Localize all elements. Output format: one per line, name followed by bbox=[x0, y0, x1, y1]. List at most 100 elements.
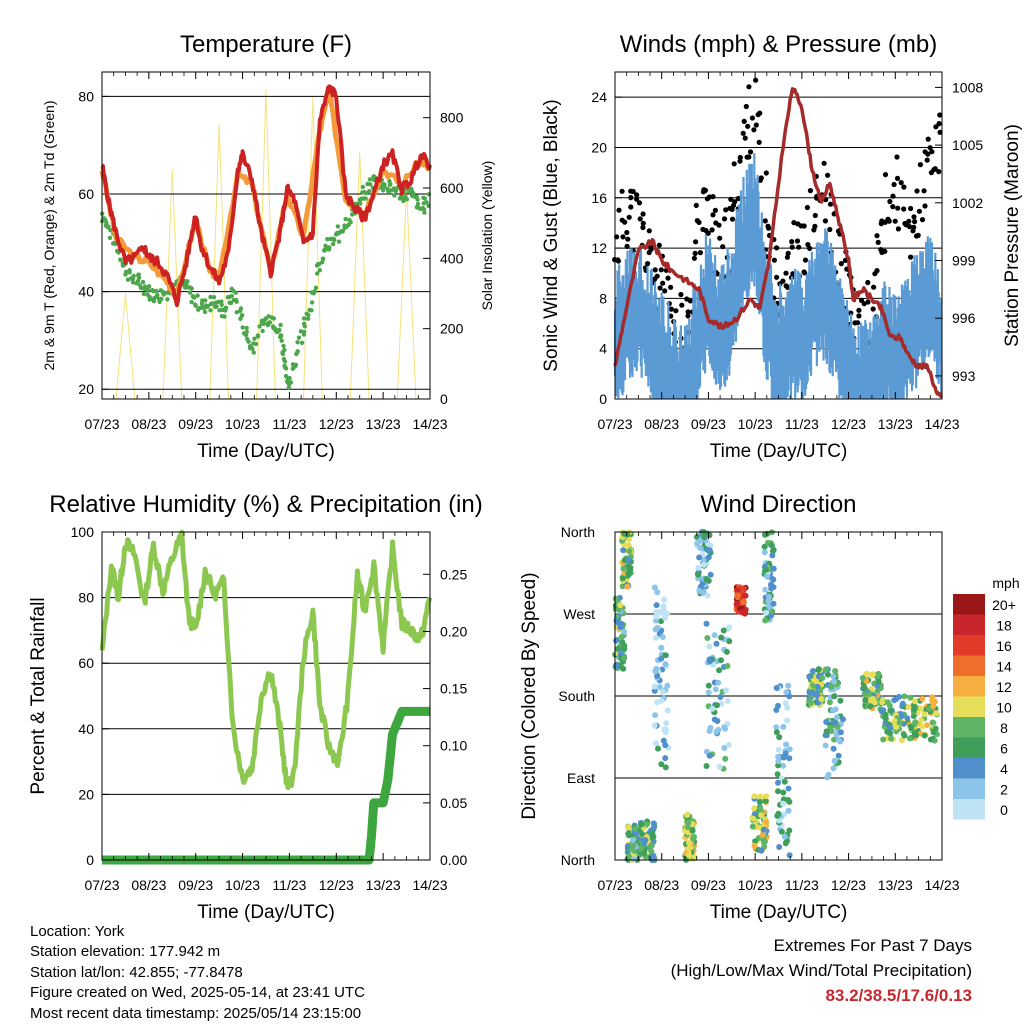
direction-point bbox=[661, 596, 668, 603]
gust-point bbox=[911, 224, 917, 230]
y-tick-label: East bbox=[567, 770, 595, 786]
gust-point bbox=[912, 219, 918, 225]
x-tick-label: 11/23 bbox=[785, 416, 819, 432]
temp-2m-line bbox=[100, 84, 432, 308]
gust-point bbox=[914, 188, 920, 194]
gust-point bbox=[696, 219, 702, 225]
gust-point bbox=[902, 220, 908, 227]
dewpoint-point bbox=[238, 316, 243, 321]
gust-point bbox=[774, 274, 780, 280]
dewpoint-point bbox=[208, 308, 213, 313]
direction-point bbox=[654, 624, 661, 631]
wind-xlabel: Time (Day/UTC) bbox=[710, 441, 848, 462]
direction-point bbox=[776, 817, 783, 824]
gust-point bbox=[865, 299, 871, 305]
gust-point bbox=[822, 218, 829, 224]
gust-point bbox=[917, 162, 924, 168]
gust-point bbox=[886, 218, 892, 224]
gust-point bbox=[794, 238, 801, 244]
y-tick-label: 20 bbox=[591, 139, 607, 155]
dewpoint-point bbox=[214, 304, 219, 309]
direction-point bbox=[931, 698, 938, 705]
dewpoint-point bbox=[283, 366, 289, 371]
direction-point bbox=[827, 724, 834, 731]
direction-point bbox=[831, 678, 837, 685]
direction-point bbox=[625, 564, 632, 570]
dewpoint-point bbox=[244, 325, 249, 331]
direction-point bbox=[762, 797, 769, 804]
direction-point bbox=[901, 693, 908, 700]
gust-point bbox=[732, 199, 738, 205]
dewpoint-point bbox=[309, 300, 315, 305]
direction-point bbox=[818, 696, 825, 702]
direction-point bbox=[929, 694, 936, 701]
direction-point bbox=[696, 587, 703, 594]
y2-tick-label: 996 bbox=[952, 310, 976, 326]
direction-point bbox=[659, 634, 666, 640]
dewpoint-point bbox=[302, 324, 307, 329]
gust-point bbox=[622, 219, 628, 225]
dewpoint-point bbox=[219, 299, 224, 304]
x-tick-label: 12/23 bbox=[319, 416, 354, 432]
direction-point bbox=[769, 608, 776, 615]
gust-point bbox=[640, 211, 646, 217]
x-tick-label: 11/23 bbox=[785, 877, 819, 893]
direction-point bbox=[638, 821, 645, 828]
direction-point bbox=[882, 711, 889, 718]
dewpoint-point bbox=[229, 293, 234, 299]
gust-point bbox=[784, 254, 791, 260]
dewpoint-point bbox=[304, 311, 309, 316]
gust-point bbox=[687, 298, 694, 304]
direction-point bbox=[650, 833, 657, 840]
direction-point bbox=[685, 819, 692, 826]
dewpoint-point bbox=[281, 356, 287, 362]
direction-point bbox=[658, 655, 665, 662]
dewpoint-point bbox=[267, 320, 273, 325]
direction-point bbox=[716, 763, 723, 770]
gust-point bbox=[906, 224, 913, 230]
direction-point bbox=[656, 684, 663, 690]
direction-point bbox=[709, 705, 716, 712]
direction-point bbox=[630, 856, 637, 863]
dir-xlabel: Time (Day/UTC) bbox=[710, 902, 848, 923]
direction-point bbox=[868, 671, 875, 678]
direction-point bbox=[652, 712, 659, 719]
gust-point bbox=[915, 232, 921, 238]
direction-point bbox=[613, 617, 620, 624]
direction-point bbox=[751, 842, 758, 849]
direction-point bbox=[773, 729, 780, 736]
gust-point bbox=[728, 196, 734, 202]
direction-point bbox=[776, 734, 783, 741]
dewpoint-point bbox=[191, 295, 196, 300]
direction-point bbox=[823, 719, 830, 725]
gust-point bbox=[927, 145, 933, 151]
direction-point bbox=[773, 685, 780, 691]
direction-point bbox=[896, 719, 903, 726]
direction-point bbox=[630, 837, 637, 843]
direction-point bbox=[757, 793, 764, 800]
dewpoint-point bbox=[234, 299, 239, 304]
direction-ylabel: Direction (Colored By Speed) bbox=[519, 572, 540, 819]
dewpoint-point bbox=[131, 273, 136, 279]
gust-point bbox=[619, 188, 625, 194]
gust-point bbox=[838, 261, 844, 267]
direction-point bbox=[764, 573, 771, 580]
direction-point bbox=[833, 714, 840, 721]
direction-point bbox=[707, 658, 713, 665]
x-tick-label: 14/23 bbox=[924, 416, 959, 432]
gust-point bbox=[753, 122, 759, 128]
gust-point bbox=[673, 308, 679, 314]
gust-point bbox=[626, 214, 632, 220]
dewpoint-point bbox=[315, 271, 320, 276]
direction-point bbox=[658, 761, 665, 768]
direction-point bbox=[778, 828, 785, 835]
x-tick-label: 10/23 bbox=[738, 416, 773, 432]
direction-point bbox=[891, 697, 898, 704]
direction-point bbox=[822, 666, 829, 673]
gust-point bbox=[908, 254, 914, 260]
gust-point bbox=[615, 257, 621, 263]
dewpoint-point bbox=[223, 305, 228, 311]
direction-point bbox=[768, 542, 775, 549]
temp-9m-line bbox=[99, 85, 433, 300]
y-tick-label: 0 bbox=[86, 852, 94, 868]
